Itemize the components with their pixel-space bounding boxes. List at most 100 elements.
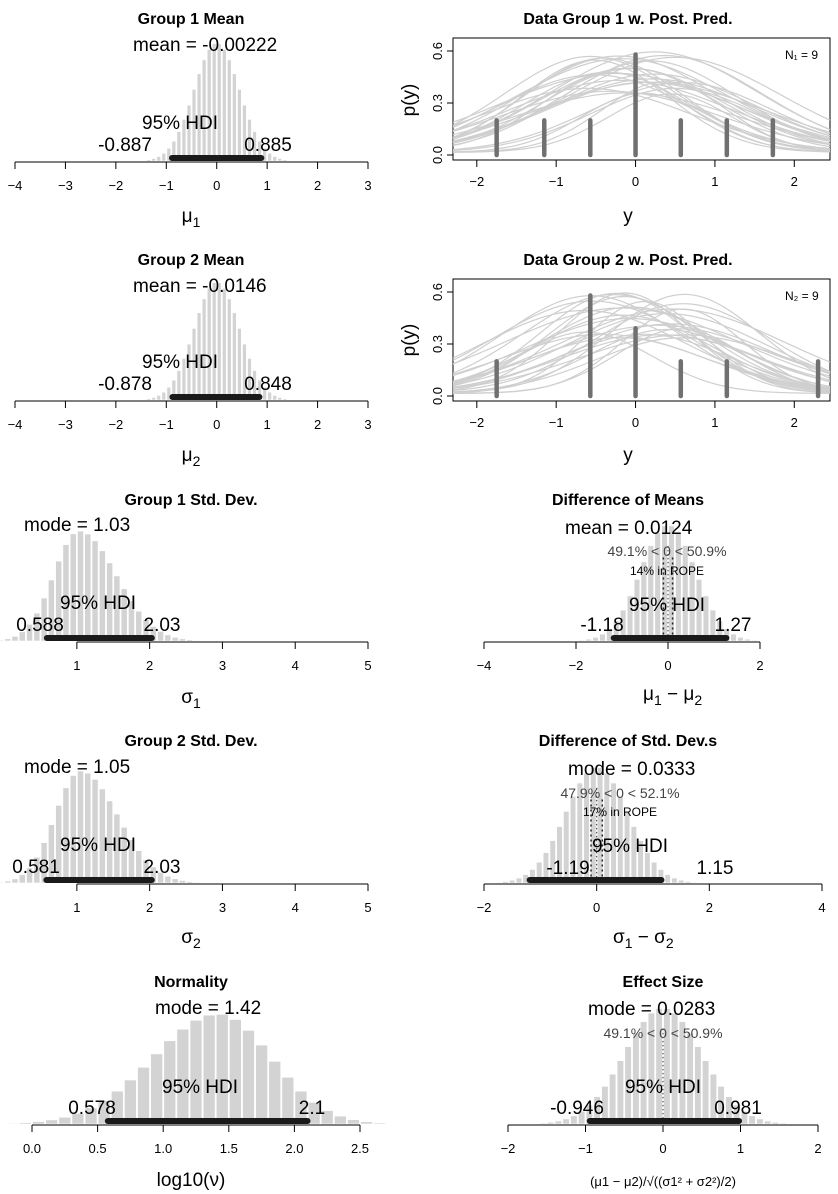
histogram-bar bbox=[161, 152, 166, 162]
dmean-xlabel: μ1 − μ2 bbox=[643, 684, 702, 708]
normality-hdi-high: 2.1 bbox=[299, 1098, 325, 1119]
ppc-pp1: −2 −1 0 1 2 0.0 0.3 0.6 bbox=[430, 37, 831, 189]
histogram-bar bbox=[262, 147, 267, 162]
histogram-bar bbox=[161, 391, 166, 401]
x-tick-label: −2 bbox=[108, 178, 123, 193]
histogram-bar bbox=[599, 633, 606, 642]
x-tick-label: −2 bbox=[108, 417, 123, 432]
pp2-ylabel: p(y) bbox=[399, 324, 420, 357]
dmean-hdi-label: 95% HDI bbox=[629, 595, 705, 616]
dmean-pct: 49.1% < 0 < 50.9% bbox=[607, 543, 726, 559]
g2-sd-hdi-high: 2.03 bbox=[144, 857, 181, 878]
x-tick-label: 5 bbox=[364, 900, 371, 915]
histogram-eff: −2 −1 0 1 2 bbox=[501, 1008, 822, 1156]
histogram-bar bbox=[166, 147, 172, 162]
x-tick-label: 2 bbox=[146, 900, 153, 915]
x-tick-label: 4 bbox=[292, 900, 299, 915]
histogram-bar bbox=[282, 159, 288, 162]
histogram-bar bbox=[502, 881, 509, 884]
histogram-bar bbox=[201, 59, 207, 162]
histogram-bar bbox=[146, 398, 151, 401]
histogram-bar bbox=[215, 1014, 229, 1125]
histogram-bar bbox=[287, 399, 293, 401]
x-tick-label: 2 bbox=[314, 178, 321, 193]
histogram-bar bbox=[237, 328, 242, 401]
x-tick-label: 3 bbox=[219, 900, 226, 915]
posterior-curve bbox=[452, 74, 831, 150]
g2-sd-xlabel: σ2 bbox=[181, 927, 201, 951]
histogram-bar bbox=[18, 631, 26, 642]
histogram-bar bbox=[281, 1076, 295, 1125]
plot-frame bbox=[452, 37, 831, 161]
histogram-g1mean: −4 −3 −2 −1 0 1 2 3 bbox=[8, 43, 372, 193]
histogram-bar bbox=[255, 1044, 268, 1125]
histogram-bar bbox=[77, 530, 84, 642]
g1-sd-stat: mode = 1.03 bbox=[24, 515, 130, 536]
histogram-bar bbox=[124, 1079, 137, 1125]
posterior-curve bbox=[452, 333, 831, 389]
x-tick-label: 1.5 bbox=[220, 1141, 238, 1156]
histogram-bar bbox=[616, 1060, 624, 1125]
histogram-bar bbox=[723, 628, 730, 642]
histogram-bar bbox=[282, 398, 288, 401]
y-tick-label: 0.3 bbox=[430, 335, 445, 353]
histogram-bar bbox=[515, 877, 523, 884]
posterior-curve bbox=[452, 73, 831, 143]
dsd-xlabel: σ1 − σ2 bbox=[613, 927, 674, 951]
histogram-bar bbox=[171, 636, 179, 642]
histogram-bar bbox=[787, 1123, 795, 1125]
effect-xlabel: (μ1 − μ2)/√((σ1² + σ2²)/2) bbox=[590, 1174, 736, 1189]
effect-stat: mode = 0.0283 bbox=[588, 999, 715, 1020]
dsd-stat: mode = 0.0333 bbox=[568, 759, 695, 780]
histogram-bar bbox=[26, 867, 33, 884]
histogram-bar bbox=[69, 775, 77, 884]
histogram-dsd: −2 0 2 4 bbox=[477, 767, 826, 915]
histogram-bar bbox=[539, 1122, 547, 1125]
histogram-bar bbox=[179, 880, 186, 884]
posterior-curve bbox=[452, 317, 831, 383]
posterior-curve bbox=[452, 93, 831, 153]
effect-pct: 49.1% < 0 < 50.9% bbox=[603, 1025, 722, 1041]
histogram-bar bbox=[606, 628, 613, 642]
g1-sd-hdi-low: 0.588 bbox=[16, 615, 64, 636]
dmean-rope: 14% in ROPE bbox=[630, 564, 704, 578]
x-tick-label: 0 bbox=[659, 1141, 666, 1156]
g1-mean-xlabel: μ1 bbox=[182, 206, 201, 230]
x-tick-label: 2 bbox=[706, 900, 713, 915]
posterior-curve bbox=[452, 59, 831, 153]
effect-hdi-low: -0.946 bbox=[550, 1098, 604, 1119]
x-tick-label: −1 bbox=[549, 415, 564, 430]
histogram-bar bbox=[268, 1061, 281, 1125]
histogram-bar bbox=[91, 540, 99, 642]
g2-mean-hdi-high: 0.848 bbox=[244, 374, 292, 395]
pp1-ylabel: p(y) bbox=[399, 84, 420, 117]
histogram-bar bbox=[186, 881, 194, 884]
dsd-title: Difference of Std. Dev.s bbox=[539, 733, 718, 750]
histogram-bar bbox=[33, 612, 41, 642]
histogram-bar bbox=[206, 288, 212, 401]
histogram-bar bbox=[189, 1019, 203, 1125]
histogram-bar bbox=[267, 152, 272, 162]
histogram-bar bbox=[11, 636, 19, 642]
histogram-bar bbox=[206, 49, 212, 162]
plot-frame bbox=[452, 278, 831, 402]
y-tick-label: 0.6 bbox=[430, 283, 445, 301]
x-tick-label: −4 bbox=[8, 178, 23, 193]
histogram-bar bbox=[146, 159, 151, 162]
histogram-bar bbox=[222, 288, 227, 401]
histogram-bar bbox=[277, 158, 282, 162]
posterior-curve bbox=[452, 331, 830, 394]
dsd-hdi-high: 1.15 bbox=[697, 858, 734, 879]
x-tick-label: 0 bbox=[213, 417, 220, 432]
histogram-bar bbox=[151, 158, 156, 162]
histogram-bar bbox=[609, 1073, 617, 1125]
x-tick-label: −2 bbox=[469, 415, 484, 430]
histogram-bar bbox=[157, 631, 164, 642]
histogram-bar bbox=[267, 391, 272, 401]
x-tick-label: 2.5 bbox=[351, 1141, 369, 1156]
histogram-bar bbox=[164, 875, 172, 884]
x-tick-label: 3 bbox=[364, 417, 371, 432]
posterior-curve bbox=[452, 67, 831, 146]
histogram-bar bbox=[702, 1060, 710, 1125]
histogram-bar bbox=[320, 1110, 334, 1125]
